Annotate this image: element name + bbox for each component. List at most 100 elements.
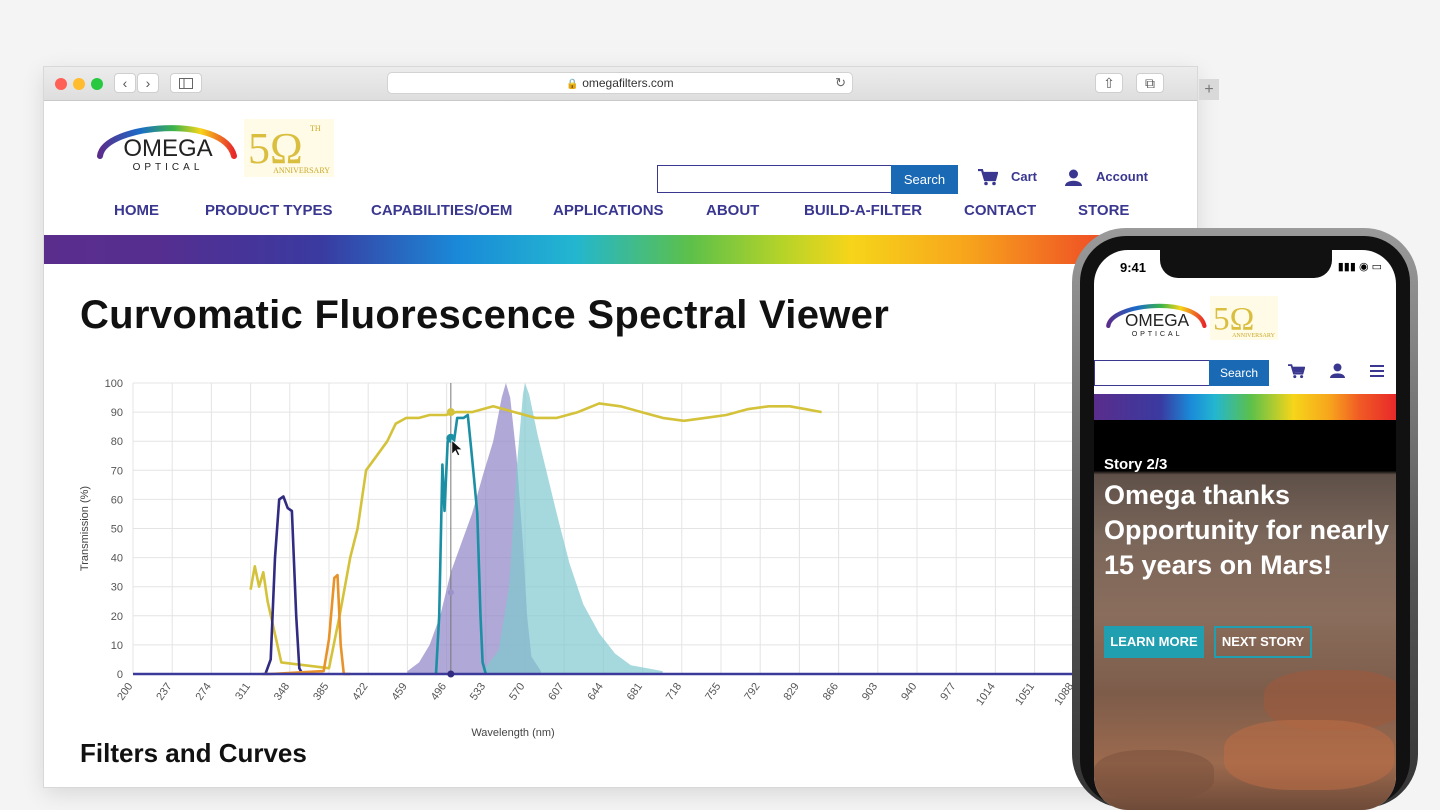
search-button[interactable]: Search [891, 165, 958, 194]
nav-item-product-types[interactable]: PRODUCT TYPES [205, 202, 333, 219]
svg-text:OPTICAL: OPTICAL [1132, 330, 1183, 338]
page-title: Curvomatic Fluorescence Spectral Viewer [80, 293, 890, 337]
phone-notch [1160, 250, 1332, 278]
x-tick-label: 311 [233, 681, 253, 702]
site-header: OMEGA OPTICAL 5Ω TH ANNIVERSARY Search C… [44, 101, 1197, 231]
sidebar-toggle-icon[interactable] [170, 73, 202, 93]
share-icon[interactable]: ⇧ [1095, 73, 1123, 93]
y-tick-label: 10 [111, 640, 123, 652]
x-tick-label: 570 [507, 681, 527, 703]
nav-item-capabilities[interactable]: CAPABILITIES/OEM [371, 202, 513, 219]
new-tab-icon[interactable]: + [1199, 79, 1219, 100]
mobile-search-button[interactable]: Search [1209, 360, 1269, 386]
maximize-window-button[interactable] [91, 78, 103, 90]
reload-icon[interactable]: ↻ [835, 75, 846, 90]
x-tick-label: 977 [938, 681, 958, 703]
y-tick-label: 30 [111, 582, 123, 594]
x-tick-label: 385 [311, 681, 331, 703]
50th-anniversary-badge: 5Ω TH ANNIVERSARY [244, 119, 334, 177]
search-input[interactable] [657, 165, 893, 193]
spectrum-curve-2 [249, 402, 822, 670]
svg-text:TH: TH [310, 124, 321, 133]
x-tick-label: 496 [429, 681, 449, 703]
svg-text:5Ω: 5Ω [248, 124, 303, 173]
mouse-pointer-icon [451, 439, 464, 457]
svg-text:OMEGA: OMEGA [1125, 310, 1190, 330]
account-link[interactable]: Account [1096, 169, 1148, 184]
mobile-cart-icon[interactable] [1288, 364, 1305, 379]
nav-item-build-a-filter[interactable]: BUILD-A-FILTER [804, 202, 923, 219]
spectrum-area-1 [482, 383, 663, 674]
close-window-button[interactable] [55, 78, 67, 90]
y-tick-label: 60 [111, 494, 123, 506]
x-tick-label: 200 [115, 681, 135, 703]
x-tick-label: 903 [860, 681, 880, 703]
spectral-chart[interactable]: 0 10 20 30 40 50 60 70 80 90 100 200 237 274 311 348 385… [74, 367, 1114, 742]
minimize-window-button[interactable] [73, 78, 85, 90]
hover-marker [446, 408, 455, 417]
mobile-omega-logo[interactable]: OMEGA OPTICAL [1104, 296, 1208, 340]
x-tick-label: 348 [272, 681, 292, 703]
learn-more-button[interactable]: LEARN MORE [1104, 626, 1204, 658]
phone-screen: 9:41 ▮▮▮ ◉ ▭ OMEGA OPTICAL 5Ω ANNIVERSAR… [1094, 250, 1396, 810]
x-tick-label: 274 [193, 681, 213, 703]
hover-marker [447, 589, 454, 596]
next-story-button[interactable]: NEXT STORY [1214, 626, 1312, 658]
x-tick-label: 829 [781, 681, 801, 703]
nav-item-about[interactable]: ABOUT [706, 202, 760, 219]
spectrum-banner [44, 235, 1197, 264]
y-tick-label: 50 [111, 524, 123, 536]
x-tick-label: 422 [350, 681, 370, 703]
section-heading: Filters and Curves [80, 738, 307, 768]
browser-toolbar: ‹ › 🔒 omegafilters.com ↻ ⇧ ⧉ + [44, 67, 1219, 101]
nav-item-store[interactable]: STORE [1078, 202, 1130, 219]
svg-text:ANNIVERSARY: ANNIVERSARY [273, 166, 330, 175]
omega-optical-logo[interactable]: OMEGA OPTICAL [94, 116, 239, 174]
x-tick-label: 607 [546, 681, 566, 703]
hover-marker [446, 433, 456, 443]
x-tick-label: 866 [821, 681, 841, 703]
x-tick-label: 1051 [1013, 681, 1037, 708]
nav-item-home[interactable]: HOME [114, 202, 159, 219]
y-tick-label: 20 [111, 611, 123, 623]
y-tick-label: 100 [105, 378, 123, 390]
cart-link[interactable]: Cart [1011, 169, 1038, 184]
nav-item-applications[interactable]: APPLICATIONS [553, 202, 664, 219]
mobile-account-icon[interactable] [1330, 363, 1345, 378]
svg-text:5Ω: 5Ω [1213, 300, 1254, 337]
hero-story-banner: Story 2/3 Omega thanks Opportunity for n… [1094, 420, 1396, 810]
back-arrow-icon[interactable]: ‹ [114, 73, 136, 93]
mobile-search: Search [1094, 360, 1269, 386]
mars-rock [1094, 750, 1214, 800]
lock-icon: 🔒 [566, 79, 579, 90]
x-tick-label: 1014 [974, 681, 998, 708]
x-tick-label: 237 [154, 681, 174, 703]
forward-arrow-icon[interactable]: › [137, 73, 159, 93]
x-tick-label: 792 [742, 681, 762, 703]
url-text: omegafilters.com [582, 76, 674, 90]
x-tick-label: 755 [703, 681, 723, 703]
nav-item-contact[interactable]: CONTACT [964, 202, 1037, 219]
svg-text:ANNIVERSARY: ANNIVERSARY [1232, 333, 1276, 339]
y-tick-label: 0 [117, 669, 123, 681]
header-search: Search [657, 165, 958, 194]
mobile-spectrum-banner [1094, 394, 1396, 420]
y-tick-label: 70 [111, 465, 123, 477]
account-icon[interactable] [1065, 169, 1082, 186]
hover-marker [447, 670, 455, 678]
cart-icon[interactable] [978, 169, 998, 186]
x-tick-label: 459 [389, 681, 409, 703]
tabs-overview-icon[interactable]: ⧉ [1136, 73, 1164, 93]
y-tick-label: 80 [111, 436, 123, 448]
story-headline: Omega thanks Opportunity for nearly 15 y… [1104, 480, 1390, 580]
svg-text:OPTICAL: OPTICAL [133, 162, 204, 173]
story-counter: Story 2/3 [1104, 456, 1168, 473]
address-bar[interactable]: 🔒 omegafilters.com ↻ [387, 72, 853, 94]
mobile-search-input[interactable] [1094, 360, 1210, 386]
status-time: 9:41 [1120, 260, 1147, 275]
hamburger-menu-icon[interactable] [1370, 365, 1384, 377]
mobile-anniversary-badge: 5Ω ANNIVERSARY [1210, 296, 1278, 340]
svg-text:OMEGA: OMEGA [123, 135, 212, 162]
phone-mockup: 9:41 ▮▮▮ ◉ ▭ OMEGA OPTICAL 5Ω ANNIVERSAR… [1072, 228, 1418, 810]
x-axis-title: Wavelength (nm) [471, 727, 554, 739]
